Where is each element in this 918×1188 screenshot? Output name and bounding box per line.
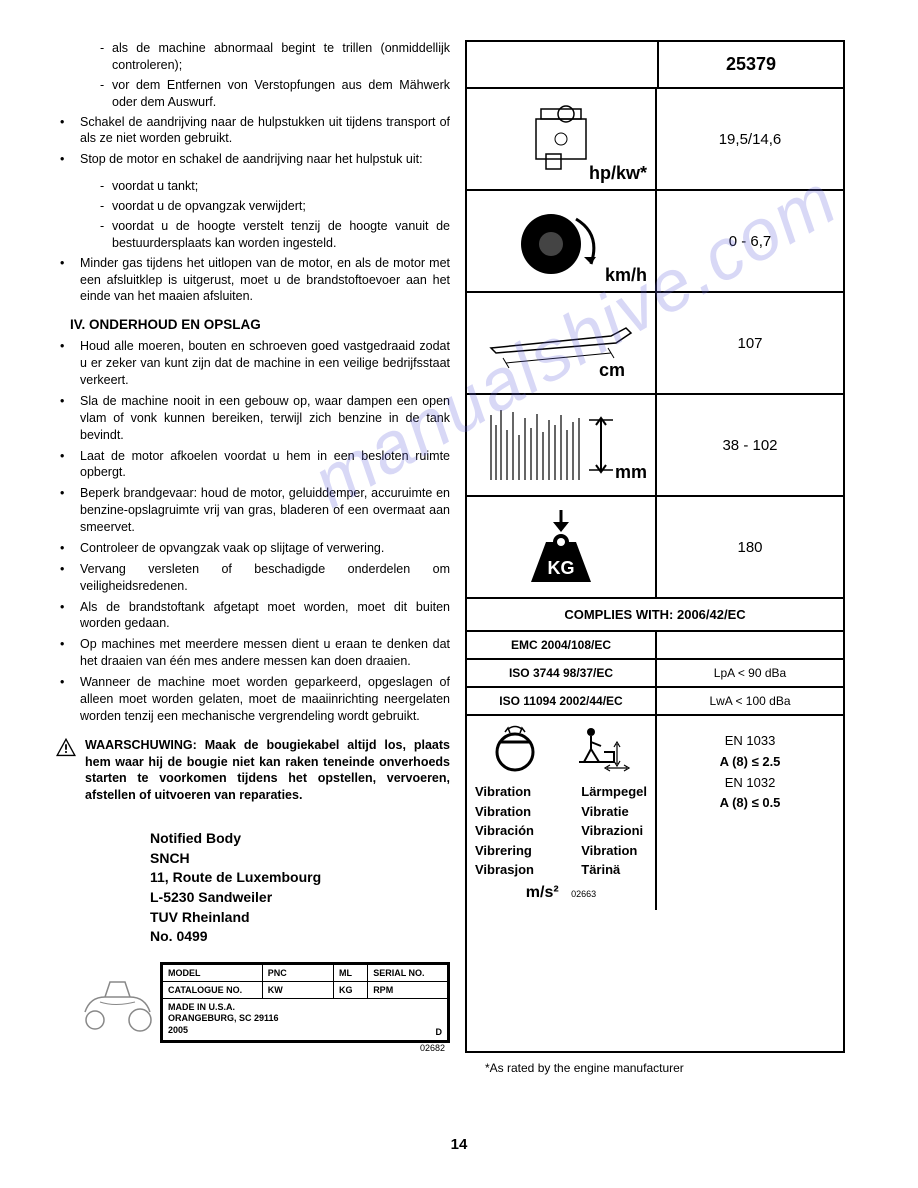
bullet-item: Wanneer de machine moet worden geparkeer…: [70, 674, 450, 725]
bullet-item: Beperk brandgevaar: houd de motor, gelui…: [70, 485, 450, 536]
page-number: 14: [451, 1136, 468, 1153]
bullet-item: Als de brandstoftank afgetapt moet worde…: [70, 599, 450, 633]
bullet-item: Op machines met meerdere messen dient u …: [70, 636, 450, 670]
dash-item: voordat u de opvangzak verwijdert;: [100, 198, 450, 215]
dash-item: als de machine abnormaal begint te trill…: [100, 40, 450, 74]
iso-val: LwA < 100 dBa: [657, 688, 843, 714]
blade-icon: cm: [467, 293, 657, 393]
spec-value: 0 - 6,7: [657, 191, 843, 291]
specs-table: 25379 hp/kw* 19,5/14,6: [465, 40, 845, 1053]
vibration-values: EN 1033 A (8) ≤ 2.5 EN 1032 A (8) ≤ 0.5: [657, 716, 843, 910]
vib-word: Vibratie: [581, 802, 647, 822]
seat-vibration-icon: [569, 724, 634, 774]
dash-item: vor dem Entfernen von Verstopfungen aus …: [100, 77, 450, 111]
vib-word: Vibration: [581, 841, 647, 861]
label-header: ML: [334, 964, 368, 981]
mower-icon: [75, 972, 165, 1032]
label-header: SERIAL NO.: [368, 964, 448, 981]
label-header: MODEL: [163, 964, 263, 981]
vib-word: Tärinä: [581, 860, 647, 880]
unit-label: mm: [615, 462, 647, 483]
nb-line: TUV Rheinland: [150, 908, 450, 928]
spec-value: 180: [657, 497, 843, 597]
vib-word: Vibration: [475, 782, 534, 802]
vib-val: A (8) ≤ 2.5: [672, 752, 828, 773]
weight-icon: KG: [467, 497, 657, 597]
bullet-item: Schakel de aandrijving naar de hulpstukk…: [70, 114, 450, 148]
vibration-cell: Vibration Vibration Vibración Vibrering …: [467, 716, 657, 910]
iso-label: ISO 3744 98/37/EC: [467, 660, 657, 686]
warning-text: WAARSCHUWING: Maak de bougiekabel altijd…: [85, 737, 450, 805]
vib-word: Vibrazioni: [581, 821, 647, 841]
unit-label: cm: [599, 360, 625, 381]
iso-val: LpA < 90 dBa: [657, 660, 843, 686]
notified-body: Notified Body SNCH 11, Route de Luxembou…: [150, 829, 450, 947]
label-cell: KG: [334, 981, 368, 998]
wheel-icon: km/h: [467, 191, 657, 291]
complies-row: COMPLIES WITH: 2006/42/EC: [467, 599, 843, 632]
label-cell: KW: [262, 981, 333, 998]
nb-line: 11, Route de Luxembourg: [150, 868, 450, 888]
section-title: IV. ONDERHOUD EN OPSLAG: [70, 317, 450, 332]
unit-label: km/h: [605, 265, 647, 286]
dash-item: voordat u tankt;: [100, 178, 450, 195]
spec-value: 38 - 102: [657, 395, 843, 495]
vib-word: Vibration: [475, 802, 534, 822]
label-made: ORANGEBURG, SC 29116: [168, 1013, 363, 1025]
label-cell: CATALOGUE NO.: [163, 981, 263, 998]
iso-label: ISO 11094 2002/44/EC: [467, 688, 657, 714]
emc-label: EMC 2004/108/EC: [467, 632, 657, 658]
spec-value: 19,5/14,6: [657, 89, 843, 189]
nb-line: Notified Body: [150, 829, 450, 849]
bullet-item: Vervang versleten of beschadigde onderde…: [70, 561, 450, 595]
warning-block: WAARSCHUWING: Maak de bougiekabel altijd…: [50, 737, 450, 805]
steering-vibration-icon: [488, 724, 543, 774]
bullet-item: Stop de motor en schakel de aandrijving …: [70, 151, 450, 168]
engine-icon: hp/kw*: [467, 89, 657, 189]
bullet-item: Minder gas tijdens het uitlopen van de m…: [70, 255, 450, 306]
bullet-item: Houd alle moeren, bouten en schroeven go…: [70, 338, 450, 389]
warning-icon: [55, 737, 77, 757]
vib-word: Vibrering: [475, 841, 534, 861]
emc-val: [657, 632, 843, 658]
label-header: PNC: [262, 964, 333, 981]
nb-line: SNCH: [150, 849, 450, 869]
bullet-item: Laat de motor afkoelen voordat u hem in …: [70, 448, 450, 482]
label-box: MODEL PNC ML SERIAL NO. CATALOGUE NO. KW…: [80, 962, 450, 1053]
vib-word: Lärmpegel: [581, 782, 647, 802]
label-code: 02682: [160, 1043, 450, 1053]
svg-text:KG: KG: [548, 558, 575, 578]
bullet-item: Controleer de opvangzak vaak op slijtage…: [70, 540, 450, 557]
vib-word: Vibración: [475, 821, 534, 841]
vib-word: Vibrasjon: [475, 860, 534, 880]
footnote: *As rated by the engine manufacturer: [485, 1061, 868, 1075]
vib-val: EN 1032: [672, 773, 828, 794]
label-made: MADE IN U.S.A.: [168, 1002, 363, 1014]
vib-val: EN 1033: [672, 731, 828, 752]
vib-code: 02663: [571, 889, 596, 899]
label-d: D: [368, 998, 448, 1040]
spec-value: 107: [657, 293, 843, 393]
dash-item: voordat u de hoogte verstelt tenzij de h…: [100, 218, 450, 252]
bullet-item: Sla de machine nooit in een gebouw op, w…: [70, 393, 450, 444]
left-column: als de machine abnormaal begint te trill…: [50, 40, 450, 1053]
label-cell: RPM: [368, 981, 448, 998]
label-made: 2005: [168, 1025, 363, 1037]
nb-line: No. 0499: [150, 927, 450, 947]
vib-val: A (8) ≤ 0.5: [672, 793, 828, 814]
spec-header: 25379: [657, 42, 843, 87]
unit-label: hp/kw*: [589, 163, 647, 184]
ms2-label: m/s²: [526, 884, 559, 901]
grass-height-icon: mm: [467, 395, 657, 495]
nb-line: L-5230 Sandweiler: [150, 888, 450, 908]
